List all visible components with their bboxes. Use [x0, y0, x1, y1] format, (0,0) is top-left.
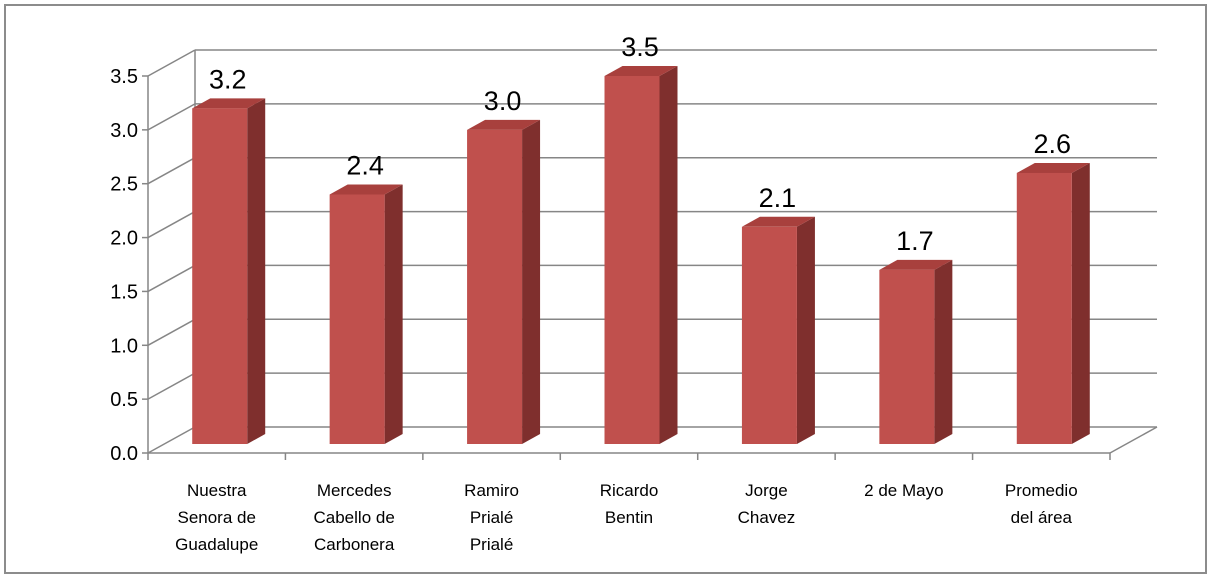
- bar-top: [1016, 162, 1090, 173]
- y-tick-label: 0.0: [110, 443, 138, 465]
- bar-side: [384, 184, 403, 444]
- category-label: Carbonera: [314, 535, 395, 554]
- bar: [329, 194, 385, 444]
- category-label: Ricardo: [600, 481, 659, 500]
- category-label: Ramiro: [464, 481, 519, 500]
- category-label: Mercedes: [317, 481, 392, 500]
- bar-top: [604, 66, 678, 76]
- y-tick-label: 2.5: [110, 174, 138, 196]
- bar-top: [741, 216, 815, 227]
- category-label: Prialé: [470, 535, 513, 554]
- gridline-diagonal: [147, 372, 196, 400]
- bar-side: [659, 66, 678, 444]
- data-label: 2.1: [759, 183, 797, 213]
- y-tick-label: 2.0: [110, 228, 138, 250]
- category-label: 2 de Mayo: [864, 481, 943, 500]
- category-label: Cabello de: [314, 508, 395, 527]
- bar: [467, 129, 523, 444]
- bar-top: [467, 119, 541, 130]
- data-label: 3.0: [484, 86, 522, 116]
- category-label: Senora de: [177, 508, 255, 527]
- bar: [604, 76, 660, 444]
- data-label: 3.5: [621, 32, 659, 62]
- category-label: Prialé: [470, 508, 513, 527]
- gridline-diagonal: [147, 210, 196, 239]
- bar-top: [192, 98, 266, 109]
- gridline-diagonal: [147, 318, 196, 346]
- gridline-diagonal: [147, 103, 196, 131]
- y-tick-label: 3.5: [110, 66, 138, 88]
- gridline-diagonal: [147, 49, 196, 77]
- category-label: del área: [1011, 508, 1073, 527]
- gridline-diagonal: [147, 157, 196, 185]
- category-label: Nuestra: [187, 481, 247, 500]
- category-label: Chavez: [738, 508, 796, 527]
- data-label: 2.4: [346, 150, 384, 180]
- bar-top: [879, 259, 953, 270]
- floor-edge: [1109, 426, 1158, 454]
- bar-side: [522, 119, 541, 444]
- bar: [741, 226, 797, 444]
- bar-side: [1071, 162, 1090, 444]
- bar-side: [796, 216, 815, 444]
- gridline-diagonal: [147, 264, 196, 293]
- bar: [1016, 172, 1072, 444]
- bar: [192, 108, 248, 445]
- bar-top: [329, 184, 403, 195]
- data-label: 2.6: [1034, 129, 1072, 159]
- gridline-diagonal: [147, 426, 196, 454]
- category-label: Bentin: [605, 508, 653, 527]
- bar: [879, 269, 935, 444]
- bar-side: [934, 259, 953, 444]
- y-tick-label: 3.0: [110, 120, 138, 142]
- bar-side: [247, 98, 266, 445]
- y-tick-label: 1.0: [110, 335, 138, 357]
- category-label: Jorge: [745, 481, 788, 500]
- y-tick-label: 0.5: [110, 389, 138, 411]
- data-label: 1.7: [896, 226, 934, 256]
- category-label: Promedio: [1005, 481, 1078, 500]
- category-label: Guadalupe: [175, 535, 258, 554]
- data-label: 3.2: [209, 64, 247, 94]
- y-tick-label: 1.5: [110, 281, 138, 303]
